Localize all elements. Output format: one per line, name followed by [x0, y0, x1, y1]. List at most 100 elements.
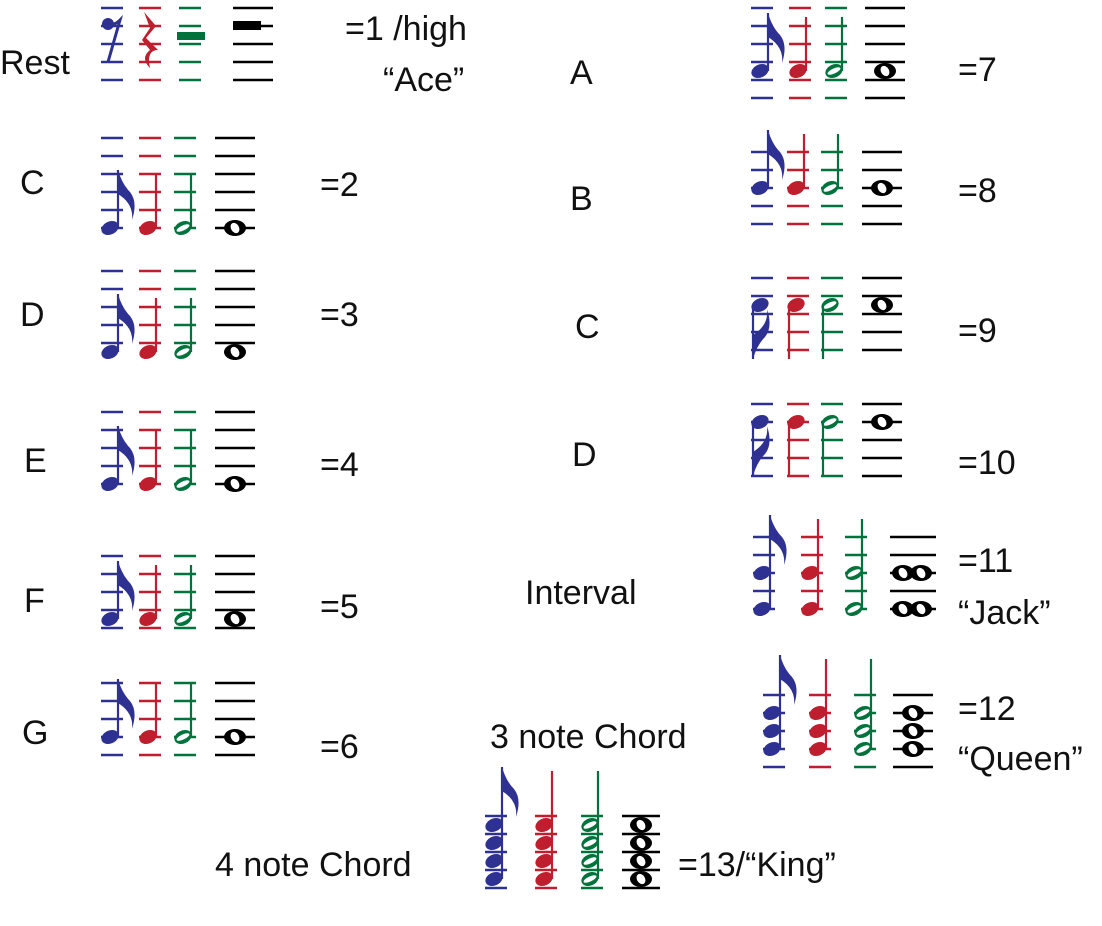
eighth-notehead-fill — [485, 871, 503, 887]
eighth-notehead-fill — [751, 414, 769, 430]
quarter-notehead-fill — [801, 601, 819, 617]
quarter-notehead-fill — [139, 220, 157, 236]
eighth-notehead — [763, 741, 781, 757]
half-notehead — [174, 476, 192, 492]
eighth-notehead-fill — [101, 220, 119, 236]
half-notehead-hole — [583, 821, 597, 829]
eighth-notehead — [485, 817, 503, 833]
staff-group-d-low — [101, 269, 255, 360]
label-rest: Rest — [0, 44, 70, 82]
quarter-notehead — [139, 344, 157, 360]
quarter-notehead — [535, 871, 553, 887]
half-notehead-hole — [176, 224, 190, 232]
nickname-jack: “Jack” — [958, 594, 1051, 632]
whole-notehead-hole — [230, 346, 240, 358]
quarter-notehead-fill — [139, 344, 157, 360]
eighth-notehead-fill — [763, 705, 781, 721]
value-d-high: =10 — [958, 444, 1016, 482]
eighth-flag-icon — [768, 130, 785, 180]
quarter-notehead — [139, 729, 157, 745]
half-notehead — [174, 729, 192, 745]
quarter-rest-icon — [142, 12, 158, 68]
half-notehead — [845, 601, 863, 617]
quarter-notehead-fill — [787, 414, 805, 430]
whole-notehead-hole — [908, 725, 918, 737]
eighth-notehead — [751, 63, 769, 79]
label-chord3: 3 note Chord — [490, 718, 687, 756]
whole-notehead-hole — [908, 707, 918, 719]
quarter-notehead-fill — [809, 705, 827, 721]
whole-notehead-hole — [230, 613, 240, 625]
quarter-notehead — [139, 476, 157, 492]
whole-notehead-hole — [636, 873, 646, 885]
staff-group-chord4 — [485, 767, 660, 890]
eighth-notehead — [101, 476, 119, 492]
eighth-notehead-fill — [763, 741, 781, 757]
eighth-rest-icon — [103, 14, 124, 63]
half-notehead-hole — [176, 733, 190, 741]
staff-group-b — [751, 130, 902, 226]
value-chord4: =13/“King” — [678, 846, 836, 884]
whole-notehead-hole — [877, 416, 887, 428]
eighth-flag-icon — [118, 170, 135, 220]
value-c-high: =9 — [958, 312, 997, 350]
quarter-notehead-fill — [535, 817, 553, 833]
eighth-notehead — [101, 344, 119, 360]
staff-group-c-low — [101, 136, 255, 236]
label-chord4: 4 note Chord — [215, 846, 412, 884]
half-notehead-hole — [827, 67, 841, 75]
eighth-notehead-fill — [101, 476, 119, 492]
eighth-notehead-fill — [763, 723, 781, 739]
quarter-notehead — [535, 853, 553, 869]
whole-notehead-hole — [636, 819, 646, 831]
whole-notehead-hole — [877, 299, 887, 311]
eighth-notehead-fill — [751, 63, 769, 79]
quarter-notehead — [787, 180, 805, 196]
label-f-low: F — [24, 582, 45, 620]
quarter-notehead-fill — [787, 297, 805, 313]
staff-group-d-high — [751, 402, 902, 478]
label-d-low: D — [20, 296, 45, 334]
half-notehead — [821, 297, 839, 313]
label-c-low: C — [20, 164, 45, 202]
half-notehead — [821, 180, 839, 196]
eighth-notehead-fill — [753, 565, 771, 581]
whole-notehead-hole — [898, 567, 908, 579]
whole-notehead-hole — [880, 65, 890, 77]
eighth-notehead-fill — [485, 853, 503, 869]
staff-group-interval — [753, 515, 936, 617]
value-rest: =1 /high — [345, 10, 467, 48]
half-notehead-hole — [823, 184, 837, 192]
quarter-notehead — [801, 565, 819, 581]
half-notehead-hole — [176, 348, 190, 356]
value-interval: =11 — [958, 542, 1014, 580]
value-b: =8 — [958, 172, 997, 210]
eighth-flag-icon — [118, 679, 135, 729]
quarter-notehead-fill — [139, 729, 157, 745]
quarter-notehead — [535, 835, 553, 851]
eighth-notehead-fill — [101, 729, 119, 745]
eighth-notehead — [485, 853, 503, 869]
quarter-notehead — [139, 611, 157, 627]
whole-notehead-hole — [636, 837, 646, 849]
half-notehead — [821, 414, 839, 430]
quarter-notehead — [801, 601, 819, 617]
whole-notehead-hole — [916, 603, 926, 615]
quarter-notehead-fill — [789, 63, 807, 79]
staff-group-chord3 — [763, 655, 933, 769]
quarter-notehead-fill — [139, 611, 157, 627]
quarter-notehead — [809, 723, 827, 739]
whole-notehead-hole — [230, 222, 240, 234]
eighth-notehead-fill — [485, 835, 503, 851]
eighth-notehead-fill — [101, 344, 119, 360]
quarter-notehead — [789, 63, 807, 79]
eighth-flag-icon — [780, 655, 797, 705]
eighth-notehead — [763, 705, 781, 721]
quarter-notehead — [535, 817, 553, 833]
quarter-notehead-fill — [809, 741, 827, 757]
staff-group-c-high — [751, 276, 902, 359]
eighth-flag-icon — [770, 515, 787, 565]
quarter-notehead-fill — [787, 180, 805, 196]
quarter-notehead — [139, 220, 157, 236]
